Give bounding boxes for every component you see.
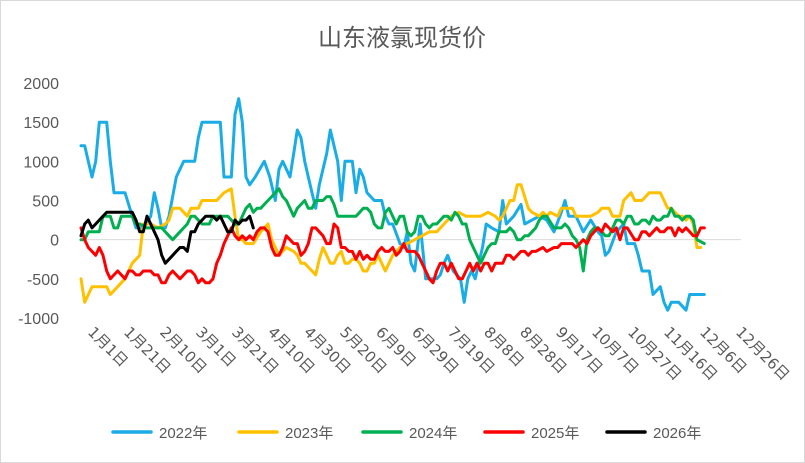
y-axis-tick-labels: 2000 1500 1000 500 0 -500 -1000 xyxy=(18,76,59,328)
y-tick-label: 1500 xyxy=(23,115,59,132)
x-axis-tick-labels: 1月1日1月21日2月10日3月1日3月21日4月10日4月30日5月20日6月… xyxy=(84,323,793,384)
chart-title: 山东液氯现货价 xyxy=(318,24,486,52)
legend-label: 2025年 xyxy=(531,425,579,442)
y-tick-label: -500 xyxy=(27,272,59,289)
legend-label: 2022年 xyxy=(159,425,207,442)
y-tick-label: 500 xyxy=(32,194,59,211)
x-tick-label: 12月26日 xyxy=(732,323,793,384)
y-tick-label: -1000 xyxy=(18,311,59,328)
y-tick-label: 1000 xyxy=(23,154,59,171)
legend: 2022年 2023年 2024年 2025年 2026年 xyxy=(111,425,701,442)
series-line-2024年 xyxy=(79,187,706,273)
series-line-2025年 xyxy=(79,222,706,285)
y-tick-label: 2000 xyxy=(23,76,59,93)
y-tick-label: 0 xyxy=(50,233,59,250)
legend-label: 2023年 xyxy=(285,425,333,442)
series-line-2026年 xyxy=(79,210,255,265)
legend-label: 2024年 xyxy=(409,425,457,442)
series-line-2023年 xyxy=(79,183,703,304)
series-line-2022年 xyxy=(79,97,706,312)
legend-label: 2026年 xyxy=(653,425,701,442)
series-lines xyxy=(79,97,706,312)
